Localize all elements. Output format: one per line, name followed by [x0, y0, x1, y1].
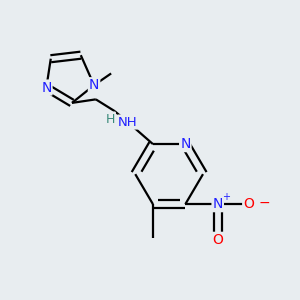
Text: N: N [89, 78, 99, 92]
Text: +: + [222, 192, 230, 202]
Text: H: H [106, 112, 115, 126]
Text: N: N [180, 137, 190, 151]
Text: O: O [243, 197, 254, 211]
Text: N: N [212, 197, 223, 211]
Text: O: O [212, 233, 223, 247]
Text: N: N [41, 81, 52, 94]
Text: NH: NH [118, 116, 138, 128]
Text: −: − [259, 196, 271, 210]
